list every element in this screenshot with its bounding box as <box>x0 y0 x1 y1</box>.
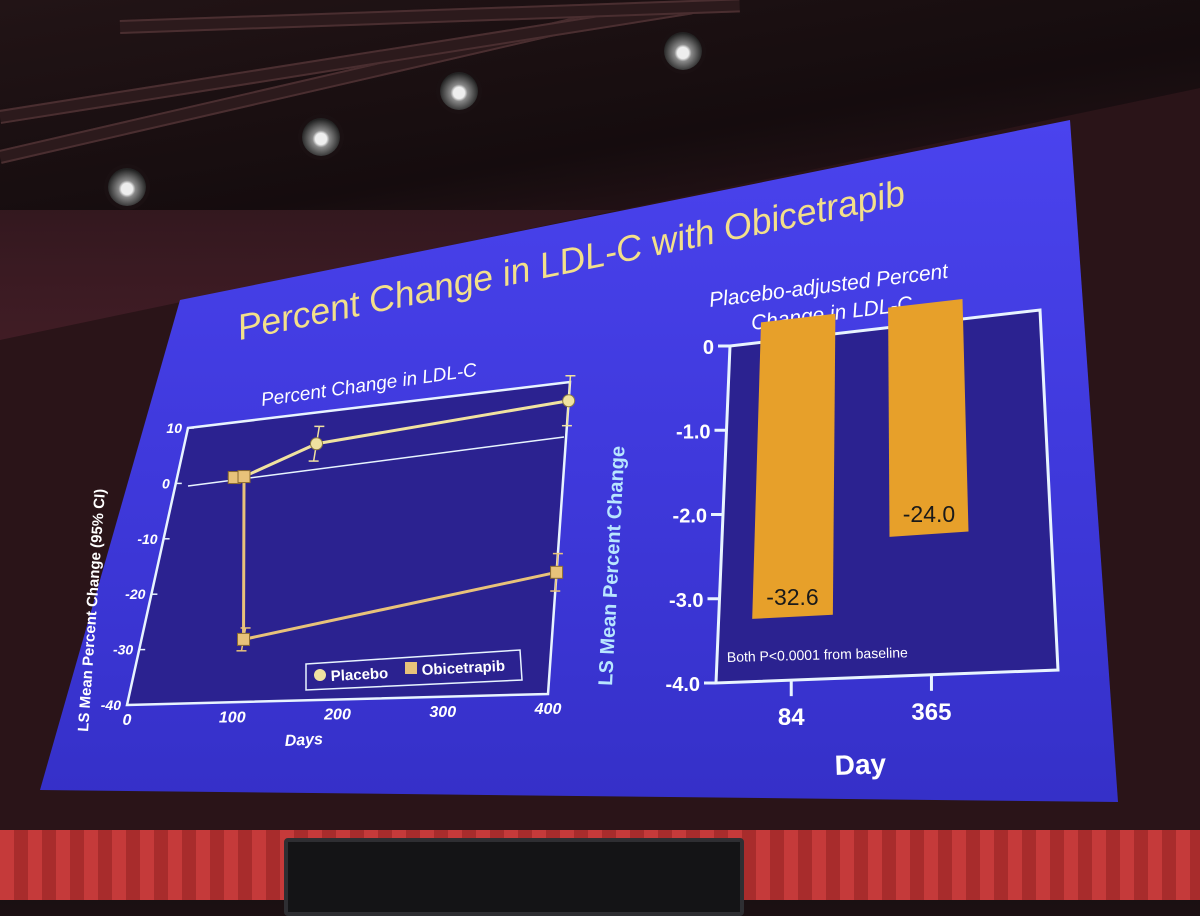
x-tick-label: 400 <box>534 701 562 718</box>
legend-marker-placebo <box>314 669 326 681</box>
stage-light <box>302 118 340 156</box>
legend-marker-obicetrapib <box>405 662 417 674</box>
bar-chart: Placebo-adjusted Percent Change in LDL-C… <box>595 260 1060 781</box>
x-tick-label: 365 <box>911 699 951 726</box>
data-point-obicetrapib <box>550 565 564 579</box>
bar-day-365 <box>888 299 969 537</box>
stage-light <box>440 72 478 110</box>
legend-label-placebo: Placebo <box>330 665 388 685</box>
stage-light <box>664 32 702 70</box>
bar-value-label: -24.0 <box>903 501 955 527</box>
y-tick-label: -20 <box>125 586 145 602</box>
y-tick-label: -1.0 <box>676 421 710 443</box>
y-tick-label: 0 <box>162 475 170 491</box>
x-tick-label: 100 <box>219 709 246 726</box>
significance-note: Both P<0.0001 from baseline <box>727 644 909 665</box>
legend-label-obicetrapib: Obicetrapib <box>421 658 505 679</box>
y-tick-label: -4.0 <box>666 674 700 696</box>
data-point-placebo <box>562 394 576 408</box>
x-tick-label: 84 <box>778 704 805 731</box>
y-tick-label: -30 <box>113 642 133 658</box>
data-point-obicetrapib <box>237 632 251 646</box>
data-point-obicetrapib <box>237 470 251 484</box>
stage-light <box>108 168 146 206</box>
data-point-placebo <box>309 437 323 451</box>
x-axis-label-day: Day <box>834 748 887 781</box>
y-tick-label: -40 <box>101 697 121 713</box>
plot-area <box>125 380 572 707</box>
legend: Placebo Obicetrapib <box>305 649 523 691</box>
bar-day-84 <box>752 313 836 619</box>
x-tick-label: 0 <box>123 712 132 729</box>
y-tick-label: -2.0 <box>673 506 707 528</box>
y-tick-label: -3.0 <box>669 590 703 612</box>
x-axis-label: Days <box>284 731 323 750</box>
y-tick-label: 10 <box>166 420 182 436</box>
x-tick-label: 300 <box>429 704 456 721</box>
ceiling-truss <box>0 0 1200 210</box>
y-tick-label: -10 <box>137 531 157 547</box>
reference-line <box>187 436 565 487</box>
bar-value-label: -32.6 <box>766 584 818 610</box>
x-tick-label: 200 <box>323 707 351 724</box>
y-tick-label: 0 <box>703 337 714 359</box>
